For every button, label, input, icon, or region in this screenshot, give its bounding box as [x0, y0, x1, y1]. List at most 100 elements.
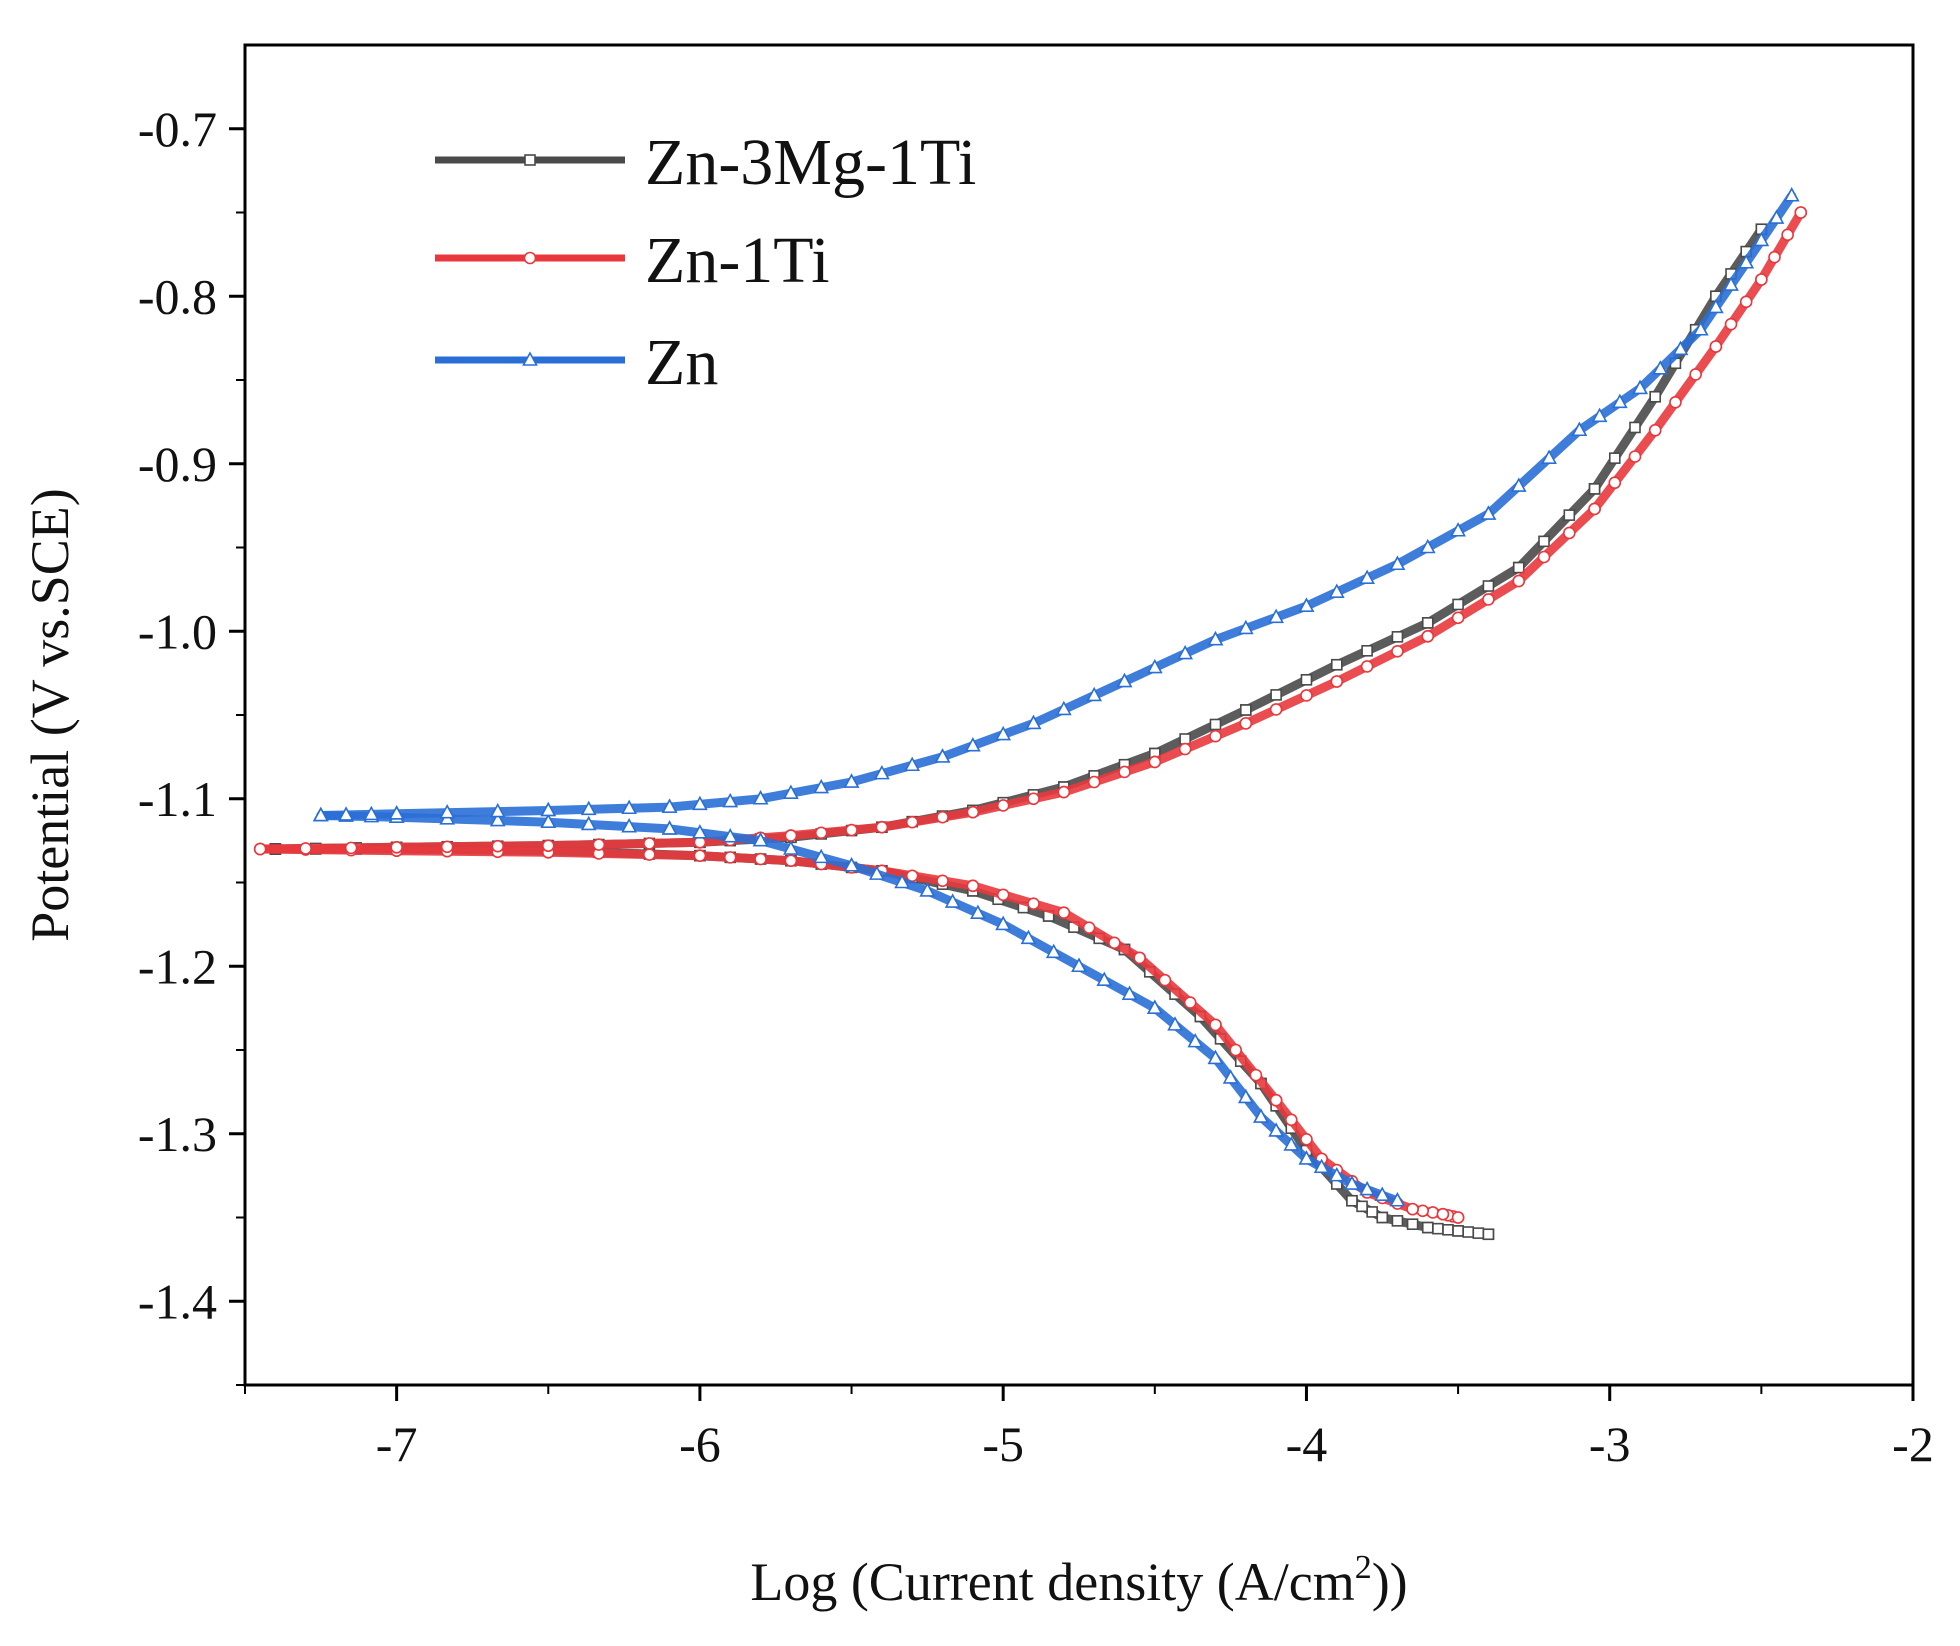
data-point: [661, 820, 678, 835]
data-point: [440, 840, 454, 854]
data-point: [784, 854, 798, 868]
data-point: [1406, 1202, 1419, 1216]
x-tick-label: -2: [1892, 1416, 1934, 1472]
plot-frame: [243, 43, 1915, 1387]
data-point: [489, 811, 506, 827]
data-point: [1512, 574, 1526, 588]
data-point: [1462, 1226, 1474, 1238]
data-point: [1178, 742, 1192, 756]
data-point: [1146, 658, 1163, 674]
data-point: [1419, 538, 1436, 554]
data-point: [1648, 423, 1662, 437]
data-point: [723, 851, 737, 864]
data-point: [1096, 971, 1113, 987]
data-point: [489, 802, 506, 818]
data-point: [1450, 522, 1466, 537]
data-point: [661, 798, 678, 813]
data-point: [1649, 390, 1662, 403]
data-point: [1608, 452, 1621, 464]
data-point: [621, 799, 637, 815]
data-point: [1313, 1158, 1330, 1174]
data-point: [1249, 1068, 1263, 1082]
data-point: [1330, 675, 1344, 688]
anodic-branch-line: [255, 208, 1806, 854]
data-point: [692, 824, 708, 839]
data-point: [1376, 1211, 1389, 1224]
anodic-branch-line: [316, 191, 1797, 820]
data-point: [1768, 250, 1781, 264]
data-point: [1346, 1194, 1358, 1207]
data-point: [814, 826, 828, 840]
y-axis-title: Potential (V vs.SCE): [20, 488, 80, 942]
data-point: [783, 784, 799, 799]
data-point: [1300, 674, 1313, 686]
data-point: [1406, 1218, 1419, 1230]
data-point: [1451, 1211, 1465, 1224]
data-point: [1027, 792, 1040, 806]
data-point: [1672, 340, 1689, 356]
data-point: [580, 815, 597, 831]
x-axis-title-superscript: 2: [1355, 1549, 1372, 1586]
data-point: [299, 842, 312, 855]
data-point: [1057, 906, 1071, 919]
data-point: [1330, 658, 1343, 671]
data-point: [693, 849, 707, 863]
data-point: [813, 778, 830, 794]
data-point: [1708, 298, 1724, 314]
data-point: [1753, 231, 1770, 247]
data-point: [784, 829, 798, 842]
data-point: [874, 764, 890, 780]
data-point: [1783, 187, 1800, 202]
data-point: [1689, 368, 1702, 381]
legend: Zn-3Mg-1Ti Zn-1Ti Zn: [435, 126, 976, 399]
data-point: [1284, 1113, 1298, 1127]
data-point: [1209, 729, 1222, 743]
data-point: [1359, 1180, 1375, 1196]
data-point: [1366, 1206, 1378, 1218]
data-point: [1253, 1108, 1269, 1123]
x-tick-label: -5: [982, 1416, 1024, 1472]
data-point: [692, 795, 708, 811]
data-point: [904, 756, 921, 772]
y-axis-tick-labels: -0.7 -0.8 -0.9 -1.0 -1.1 -1.2 -1.3 -1.4: [138, 101, 217, 1330]
data-point: [1240, 704, 1252, 716]
data-point: [1632, 379, 1648, 395]
data-point: [1209, 718, 1222, 731]
data-point: [1426, 1206, 1440, 1219]
cathodic-branch-line: [255, 844, 1463, 1222]
data-point: [1389, 555, 1406, 571]
data-point: [813, 848, 830, 864]
data-point: [934, 748, 951, 763]
data-point: [1538, 535, 1550, 548]
data-point: [1118, 765, 1131, 779]
data-point: [1482, 580, 1495, 592]
data-point: [1045, 943, 1062, 959]
data-point: [1237, 1088, 1254, 1104]
data-point: [1436, 1207, 1450, 1221]
data-point: [1421, 629, 1435, 643]
data-point: [1442, 1223, 1454, 1236]
data-point: [1416, 1204, 1430, 1218]
x-axis-title: Log (Current density (A/cm2)): [750, 1549, 1407, 1612]
data-point: [1183, 996, 1197, 1009]
x-axis-title-main: Log (Current density (A/cm: [750, 1552, 1354, 1612]
data-point: [894, 873, 910, 889]
data-point: [592, 838, 606, 851]
data-point: [344, 841, 358, 855]
data-point: [1591, 407, 1608, 423]
data-point: [722, 828, 739, 843]
x-axis-tick-labels: -7 -6 -5 -4 -3 -2: [376, 1416, 1934, 1472]
cathodic-branch-line: [316, 811, 1402, 1206]
y-axis-ticks: [229, 127, 245, 1386]
data-point: [1541, 449, 1557, 464]
data-point: [1391, 631, 1404, 643]
data-point: [1187, 1032, 1204, 1048]
data-point: [1510, 477, 1527, 492]
data-point: [643, 837, 656, 850]
data-point: [1148, 755, 1162, 769]
data-point: [722, 792, 739, 808]
data-point: [996, 799, 1010, 812]
data-point: [936, 874, 949, 888]
x-tick-label: -7: [376, 1416, 418, 1472]
